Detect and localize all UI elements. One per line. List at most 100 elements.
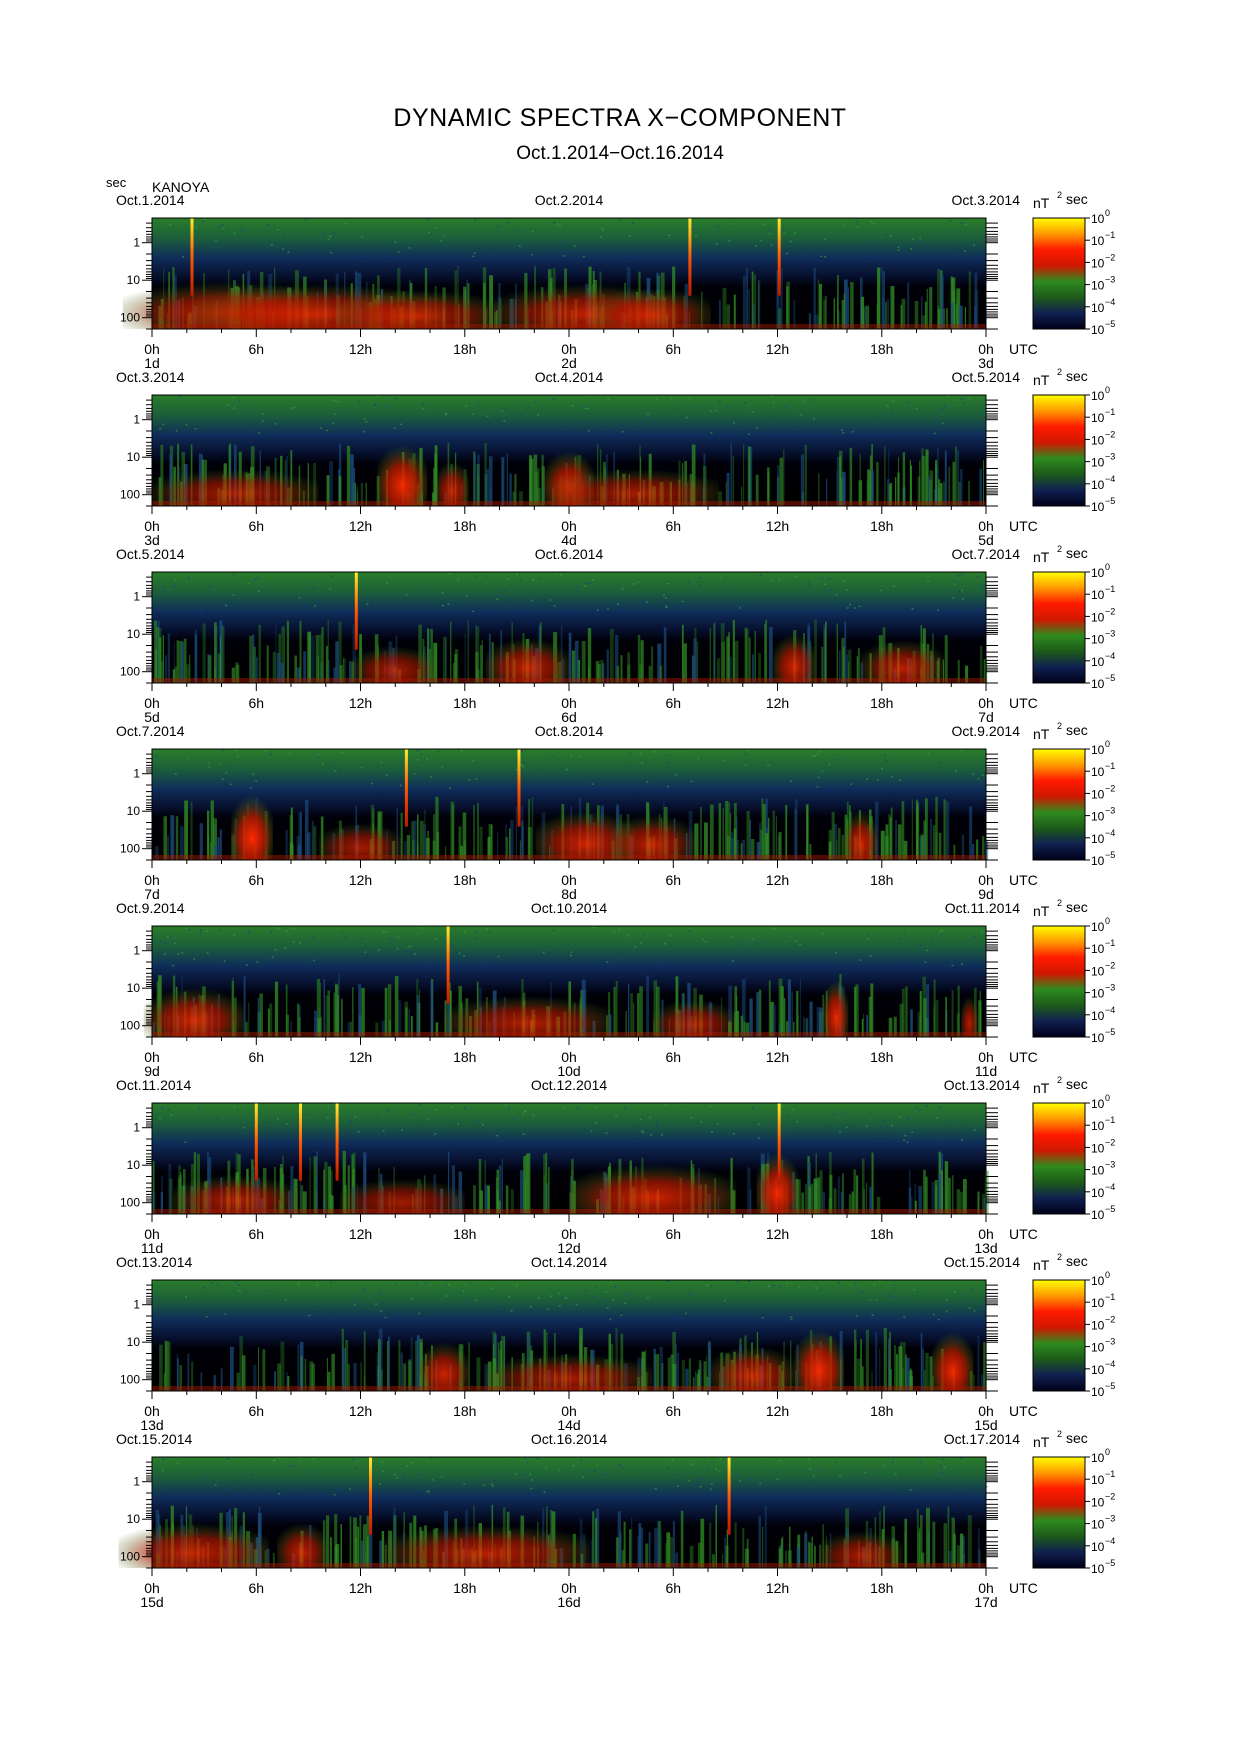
noise-speckle [981, 585, 984, 587]
noise-speckle [952, 597, 955, 599]
noise-speckle [917, 1487, 920, 1489]
noise-speckle [416, 750, 419, 752]
noise-speckle [162, 1458, 164, 1460]
noise-speckle [898, 1133, 901, 1136]
noise-speckle [472, 255, 475, 258]
noise-speckle [781, 228, 784, 231]
activity-streak [512, 491, 516, 506]
noise-speckle [247, 410, 250, 412]
activity-streak [703, 1361, 707, 1391]
spectral-burst [443, 991, 611, 1037]
noise-speckle [576, 1107, 579, 1110]
noise-speckle [941, 934, 943, 936]
noise-speckle [470, 1299, 473, 1302]
spectral-burst [552, 464, 720, 506]
spectrogram-panel: Oct.9.2014 Oct.10.2014 Oct.11.20141101000h… [116, 898, 1115, 1079]
noise-speckle [288, 752, 291, 755]
activity-streak [908, 1187, 912, 1214]
activity-streak [505, 824, 507, 860]
noise-speckle [308, 580, 311, 582]
activity-streak [379, 1540, 383, 1568]
noise-speckle [769, 1493, 772, 1496]
activity-streak [777, 465, 780, 506]
noise-speckle [242, 1126, 245, 1129]
activity-streak [968, 271, 972, 329]
noise-speckle [582, 256, 585, 258]
spectral-burst [485, 633, 569, 683]
noise-speckle [911, 608, 914, 610]
noise-speckle [926, 587, 929, 590]
noise-speckle [572, 1465, 575, 1467]
activity-streak [241, 1355, 246, 1391]
noise-speckle [208, 585, 211, 587]
noise-speckle [963, 402, 965, 404]
noise-speckle [927, 752, 930, 755]
noise-speckle [348, 603, 351, 605]
noise-speckle [491, 1287, 494, 1290]
activity-streak [709, 804, 714, 860]
noise-speckle [655, 398, 658, 400]
activity-streak [778, 1547, 780, 1568]
activity-streak [844, 621, 847, 683]
activity-streak [817, 1177, 821, 1214]
noise-speckle [310, 236, 313, 239]
activity-streak [352, 987, 354, 1037]
activity-streak [730, 443, 732, 506]
noise-speckle [238, 1289, 241, 1292]
activity-streak [432, 492, 436, 506]
activity-streak [327, 1371, 331, 1391]
noise-speckle [385, 774, 388, 777]
noise-speckle [821, 770, 824, 773]
colorbar-tick-base: 10 [1091, 212, 1105, 226]
activity-streak [910, 1196, 913, 1214]
activity-streak [369, 1525, 372, 1568]
activity-streak [876, 462, 879, 506]
activity-streak [797, 1179, 801, 1214]
activity-streak [875, 1331, 878, 1391]
noise-speckle [492, 787, 495, 789]
noise-speckle [862, 597, 864, 599]
x-tick-label: 6h [248, 1049, 264, 1065]
noise-speckle [555, 572, 558, 575]
noise-speckle [158, 1117, 161, 1119]
noise-speckle [632, 955, 635, 958]
noise-speckle [401, 1477, 404, 1480]
noise-speckle [380, 761, 383, 764]
x-tick-label: 6h [248, 1403, 264, 1419]
noise-speckle [396, 1477, 399, 1479]
noise-speckle [584, 422, 587, 424]
activity-streak [951, 1517, 955, 1568]
x-tick-label: 18h [870, 1049, 893, 1065]
noise-speckle [354, 1466, 357, 1469]
noise-speckle [755, 942, 758, 945]
noise-speckle [894, 1473, 897, 1475]
noise-speckle [634, 946, 637, 948]
activity-streak [945, 800, 947, 860]
activity-streak [398, 1000, 402, 1037]
noise-speckle [161, 1488, 164, 1490]
activity-streak [648, 1531, 651, 1568]
activity-streak [187, 1353, 190, 1391]
noise-speckle [625, 256, 628, 258]
noise-speckle [462, 1290, 465, 1293]
noise-speckle [839, 246, 842, 248]
activity-streak [625, 1010, 627, 1037]
activity-streak [274, 1371, 276, 1391]
x-tick-label: 6h [665, 518, 681, 534]
noise-speckle [729, 958, 732, 961]
x-tick-label: 0h [561, 1226, 577, 1242]
noise-speckle [915, 1106, 918, 1109]
activity-streak [350, 1021, 353, 1037]
activity-streak [174, 666, 178, 683]
noise-speckle [914, 1490, 917, 1492]
noise-speckle [779, 1285, 781, 1288]
noise-speckle [233, 934, 236, 936]
activity-streak [741, 486, 743, 506]
activity-streak [637, 1536, 640, 1568]
noise-speckle [264, 750, 267, 752]
noise-speckle [195, 598, 198, 601]
activity-streak [748, 288, 750, 329]
colorbar-tick-exponent: −3 [1105, 275, 1115, 285]
noise-speckle [184, 1141, 187, 1143]
